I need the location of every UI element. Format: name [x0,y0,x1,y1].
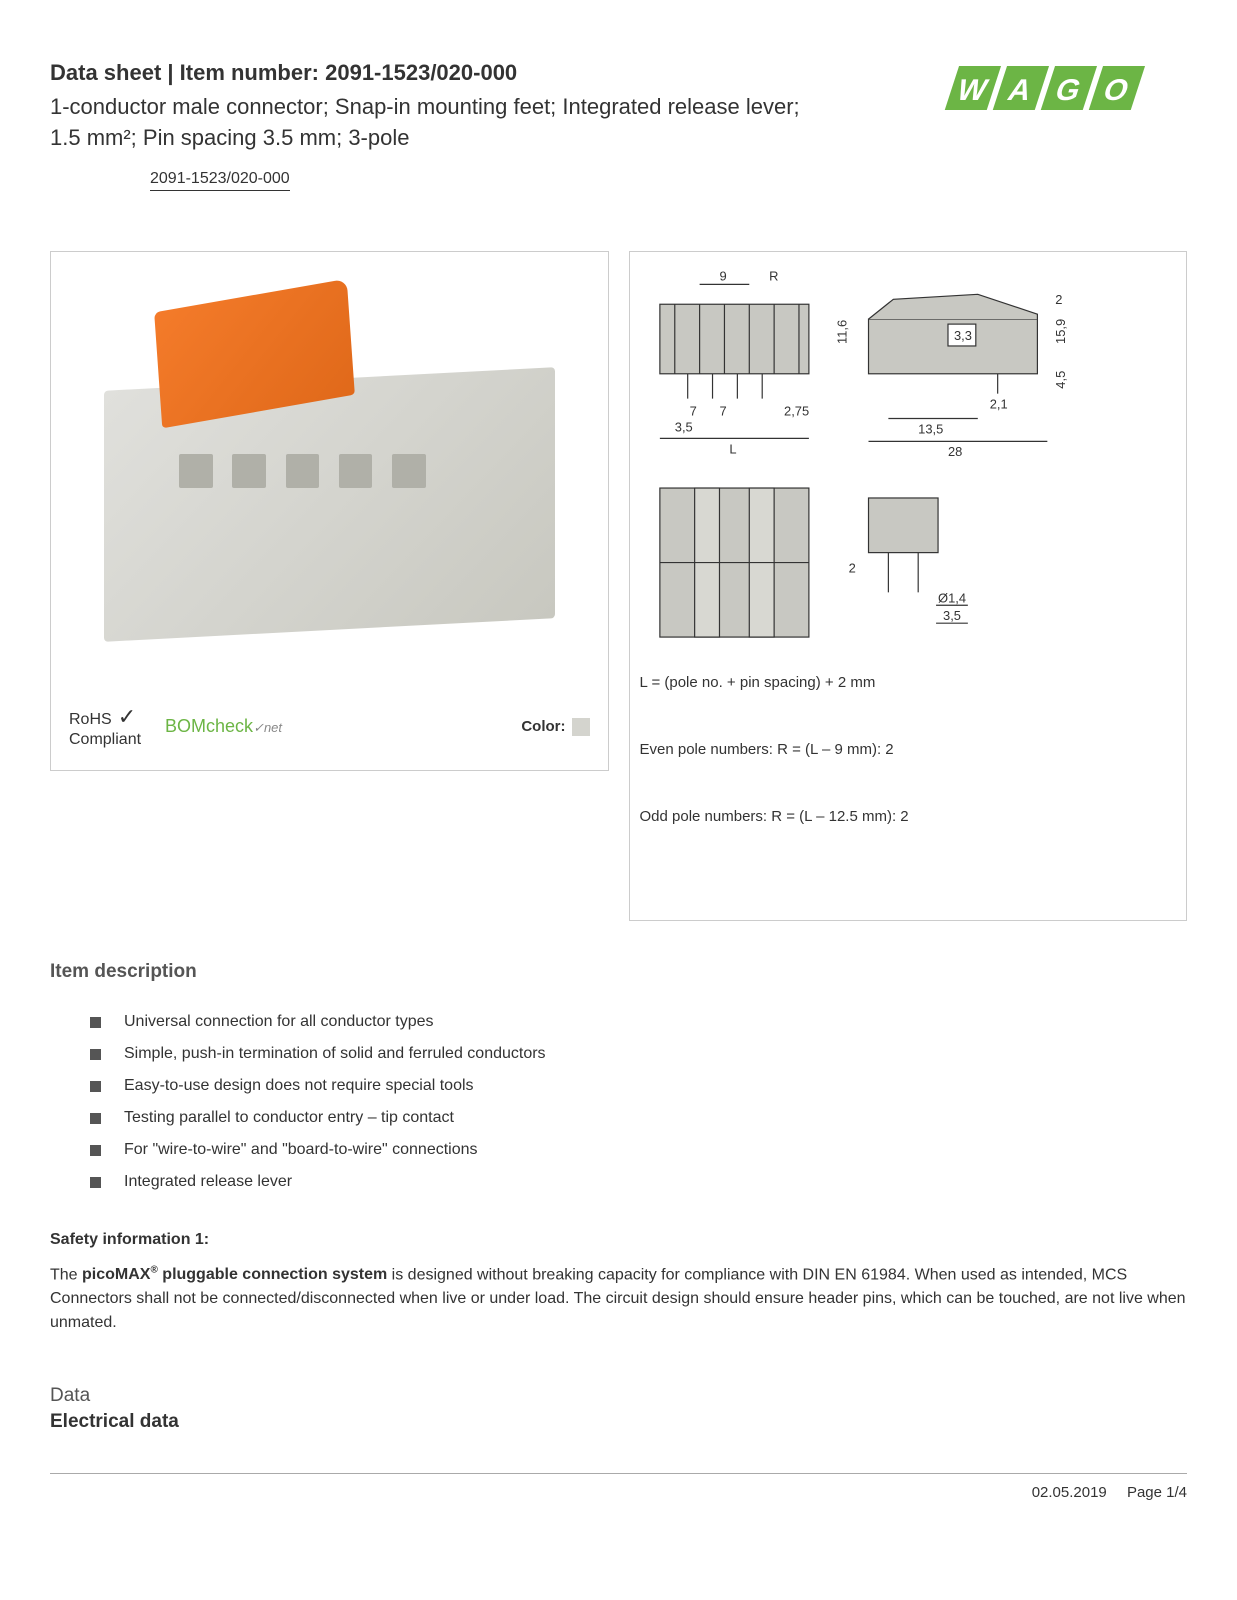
footer-page: Page 1/4 [1127,1484,1187,1501]
list-item: Universal connection for all conductor t… [90,1013,1187,1031]
product-image-box: RoHS✓ Compliant BOMcheck✓net Color: [50,251,609,771]
technical-drawing-box: 9 R 7 7 3,5 2,75 L 3,3 11,6 [629,251,1188,921]
list-item: Simple, push-in termination of solid and… [90,1045,1187,1063]
svg-text:28: 28 [947,444,961,459]
technical-drawing: 9 R 7 7 3,5 2,75 L 3,3 11,6 [630,252,1187,674]
list-item: Easy-to-use design does not require spec… [90,1077,1187,1095]
check-icon: ✓ [118,704,136,729]
title-prefix: Data sheet | Item number: [50,60,325,85]
formula-R-odd: Odd pole numbers: R = (L – 12.5 mm): 2 [640,808,1177,825]
list-item: Testing parallel to conductor entry – ti… [90,1109,1187,1127]
svg-text:13,5: 13,5 [918,421,943,436]
list-item: Integrated release lever [90,1173,1187,1191]
svg-text:15,9: 15,9 [1053,318,1068,343]
svg-text:2: 2 [848,560,855,575]
svg-text:7: 7 [719,403,726,418]
data-heading: Data [50,1385,1187,1407]
svg-text:11,6: 11,6 [834,319,849,343]
compliance-row: RoHS✓ Compliant BOMcheck✓net Color: [51,690,608,770]
title-item-number: 2091-1523/020-000 [325,60,517,85]
svg-text:3,3: 3,3 [953,328,971,343]
formula-L: L = (pole no. + pin spacing) + 2 mm [640,674,1177,691]
connector-pins [179,454,426,487]
description-bullet-list: Universal connection for all conductor t… [50,1013,1187,1191]
svg-text:9: 9 [719,268,726,283]
dimension-formulas: L = (pole no. + pin spacing) + 2 mm Even… [630,674,1187,845]
svg-text:3,5: 3,5 [674,419,692,434]
electrical-data-heading: Electrical data [50,1411,1187,1433]
svg-text:2,1: 2,1 [989,396,1007,411]
datasheet-subtitle: 1-conductor male connector; Snap-in moun… [50,92,800,154]
svg-text:3,5: 3,5 [943,608,961,623]
product-render [51,252,608,690]
bomcheck-label: BOMcheck✓net [165,716,282,737]
svg-text:Ø1,4: Ø1,4 [938,590,966,605]
wago-logo: W A G O [927,60,1187,116]
header-text-block: Data sheet | Item number: 2091-1523/020-… [50,60,800,191]
item-number-link[interactable]: 2091-1523/020-000 [150,170,290,191]
svg-text:2,75: 2,75 [784,403,809,418]
page-footer: 02.05.2019 Page 1/4 [50,1474,1187,1501]
safety-text: The picoMAX® pluggable connection system… [50,1263,1187,1335]
color-swatch [572,718,590,736]
svg-text:R: R [769,268,778,283]
svg-text:L: L [729,441,736,456]
svg-text:7: 7 [689,403,696,418]
list-item: For "wire-to-wire" and "board-to-wire" c… [90,1141,1187,1159]
datasheet-title: Data sheet | Item number: 2091-1523/020-… [50,60,800,86]
color-label: Color: [521,718,589,736]
rohs-compliant-label: RoHS✓ Compliant [69,704,141,750]
formula-R-even: Even pole numbers: R = (L – 9 mm): 2 [640,741,1177,758]
svg-text:4,5: 4,5 [1053,370,1068,388]
svg-text:2: 2 [1055,292,1062,307]
footer-date: 02.05.2019 [1032,1484,1107,1501]
images-row: RoHS✓ Compliant BOMcheck✓net Color: [50,251,1187,921]
page-header: Data sheet | Item number: 2091-1523/020-… [50,60,1187,191]
safety-heading: Safety information 1: [50,1231,1187,1249]
item-description-heading: Item description [50,961,1187,983]
